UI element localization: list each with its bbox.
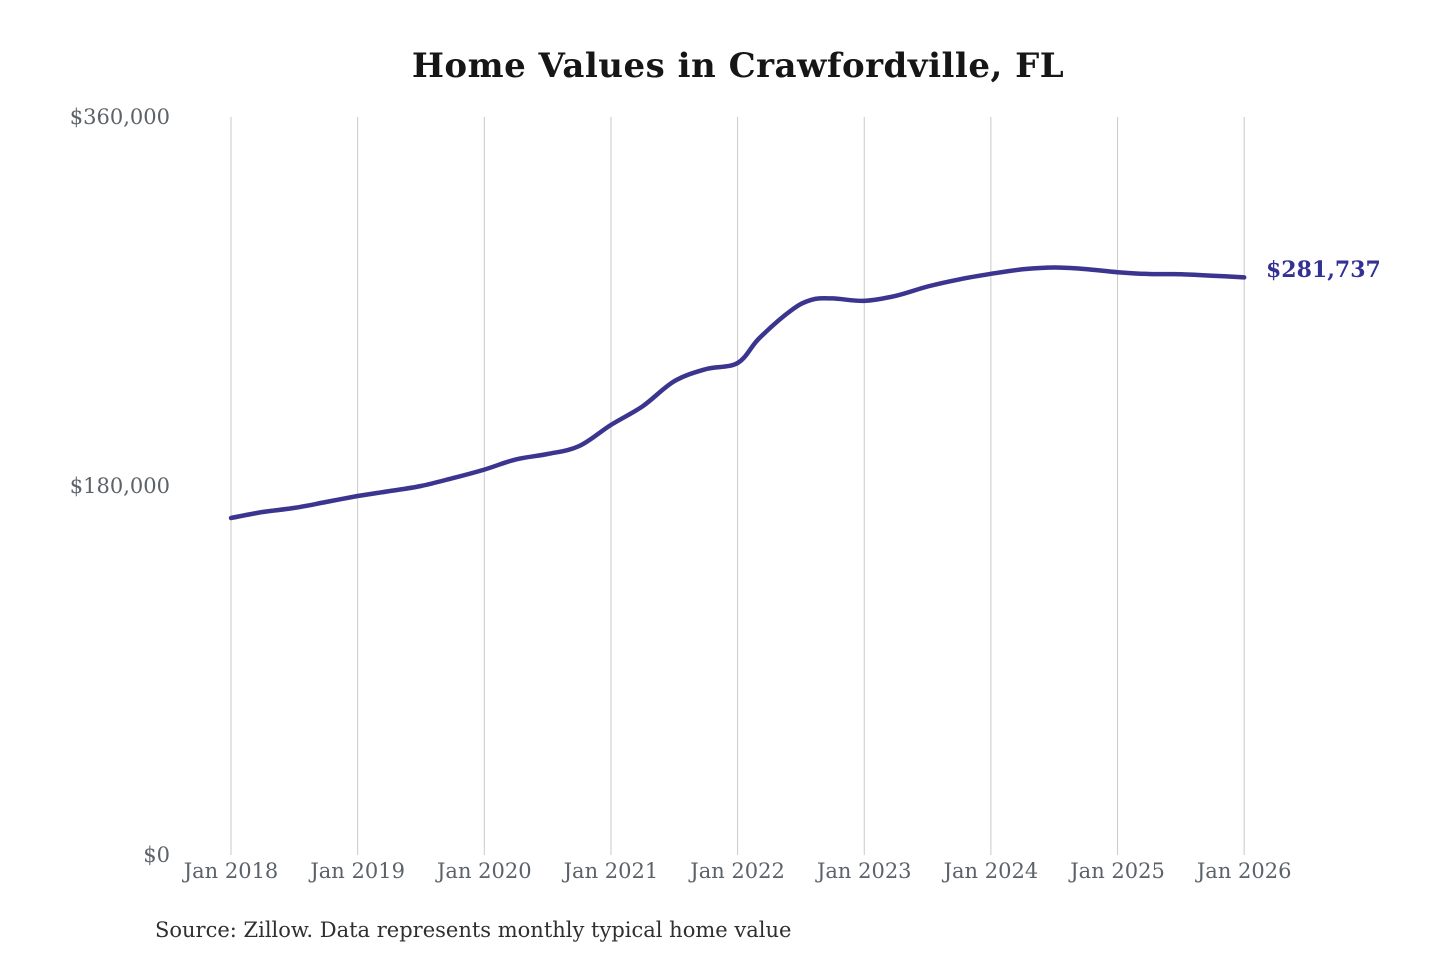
x-axis-tick-label: Jan 2024 (943, 859, 1039, 883)
y-axis-tick-label: $360,000 (69, 105, 170, 129)
x-axis-tick-label: Jan 2022 (690, 859, 785, 883)
series-end-value-label: $281,737 (1266, 257, 1381, 283)
home-value-line (228, 265, 1247, 521)
chart-title: Home Values in Crawfordville, FL (411, 46, 1065, 86)
x-axis-tick-label: Jan 2019 (310, 859, 405, 883)
source-note: Source: Zillow. Data represents monthly … (155, 918, 792, 942)
x-axis-tick-label: Jan 2023 (816, 859, 912, 883)
x-axis-tick-label: Jan 2026 (1196, 859, 1292, 883)
y-axis-tick-label: $180,000 (69, 474, 170, 498)
x-axis-tick-label: Jan 2020 (437, 859, 532, 883)
y-axis-tick-label: $0 (143, 843, 170, 867)
x-axis-tick-label: Jan 2025 (1070, 859, 1165, 883)
x-axis-tick-label: Jan 2021 (563, 859, 659, 883)
x-axis-tick-label: Jan 2018 (183, 859, 279, 883)
